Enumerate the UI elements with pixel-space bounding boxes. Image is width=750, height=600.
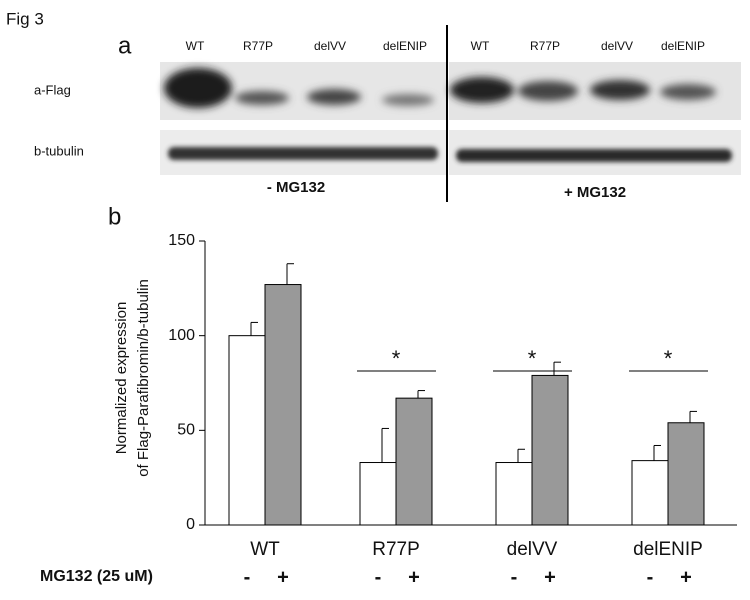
bar (359, 462, 397, 526)
condition-marker: - (511, 566, 518, 588)
lane-label: R77P (243, 39, 273, 53)
lane-label: WT (186, 39, 205, 53)
x-tick-label: delVV (507, 539, 558, 560)
condition-label: + MG132 (564, 184, 626, 201)
x-row-label: MG132 (25 uM) (40, 568, 153, 585)
row-label: a-Flag (34, 82, 71, 97)
bar (495, 462, 533, 526)
bands (164, 68, 716, 108)
panel-label: b (108, 203, 121, 230)
lane-label: delENIP (661, 39, 705, 53)
bar (667, 422, 705, 526)
y-tick-label: 0 (186, 516, 195, 533)
significance-mark: * (664, 346, 673, 371)
figure-label: Fig 3 (6, 9, 44, 28)
bar (228, 335, 266, 526)
condition-marker: + (408, 566, 420, 588)
lane-label: R77P (530, 39, 560, 53)
x-tick-label: WT (250, 539, 280, 560)
significance-mark: * (528, 346, 537, 371)
lane-label: delVV (314, 39, 346, 53)
row-label: b-tubulin (34, 143, 84, 158)
lane-label: delENIP (383, 39, 427, 53)
bar (631, 460, 669, 526)
condition-marker: - (375, 566, 382, 588)
y-axis-label: of Flag-Parafibromin/b-tubulin (135, 279, 152, 477)
y-tick-label: 150 (168, 232, 195, 249)
y-tick-label: 100 (168, 327, 195, 344)
y-axis-label: Normalized expression (113, 302, 130, 455)
blot (160, 62, 741, 175)
y-tick-label: 50 (177, 422, 195, 439)
bar (531, 374, 569, 526)
lane-label: delVV (601, 39, 633, 53)
bar (395, 397, 433, 526)
condition-marker: + (680, 566, 692, 588)
significance-mark: * (392, 346, 401, 371)
condition-label: - MG132 (267, 179, 325, 196)
condition-marker: - (244, 566, 251, 588)
x-tick-label: delENIP (633, 539, 703, 560)
x-tick-label: R77P (372, 539, 420, 560)
condition-marker: + (277, 566, 289, 588)
condition-marker: + (544, 566, 556, 588)
panel-label: a (118, 32, 132, 59)
bands (168, 147, 732, 162)
lane-label: WT (471, 39, 490, 53)
bar (264, 284, 302, 526)
condition-marker: - (647, 566, 654, 588)
